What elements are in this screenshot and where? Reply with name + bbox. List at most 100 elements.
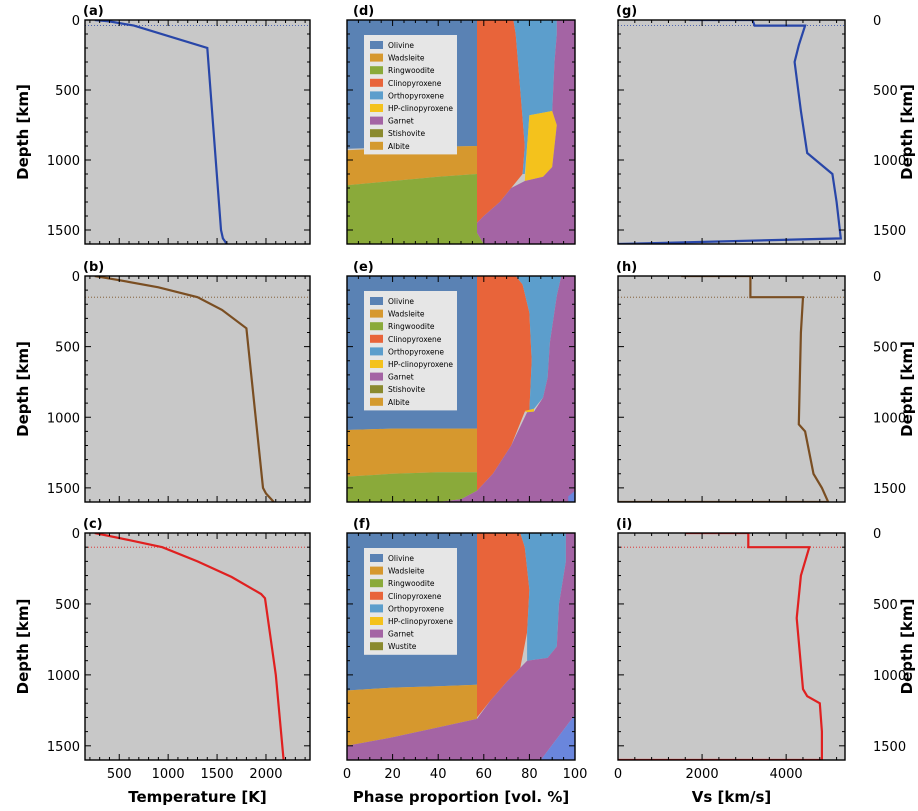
y-tick-label: 0 (72, 527, 80, 542)
y-axis-title-right: Depth [km] (898, 599, 916, 695)
panel-d: Olivine Wadsleite Ringwoodite Clinopyroxene… (346, 4, 576, 245)
panel-g: 0 500 1000 1500 (g) (616, 4, 906, 245)
panel-e: Olivine Wadsleite Ringwoodite Clinopyroxene… (346, 260, 576, 503)
y-axis-title-left: Depth [km] (14, 599, 32, 695)
phase-region-garnet (347, 533, 575, 760)
panel-letter: (c) (83, 517, 103, 532)
legend-label: HP-clinopyroxene (388, 360, 453, 369)
legend-label: HP-clinopyroxene (388, 104, 453, 113)
legend-label: Wustite (388, 642, 417, 651)
y-tick-label: 500 (55, 598, 80, 613)
y-tick-label: 1500 (47, 740, 80, 755)
legend-swatch (370, 116, 383, 125)
legend-swatch (370, 579, 383, 588)
x-axis-title-temperature: Temperature [K] (128, 788, 266, 806)
panel-letter: (b) (83, 260, 104, 275)
legend-label: Garnet (388, 630, 414, 639)
legend-label: Wadsleite (388, 567, 425, 576)
y-tick-label: 500 (873, 598, 898, 613)
x-tick-label: 20 (384, 767, 401, 782)
y-tick-label: 500 (55, 84, 80, 99)
y-tick-label: 1500 (873, 482, 906, 497)
x-tick-label: 0 (614, 767, 622, 782)
plot-border (617, 532, 846, 761)
panel-letter: (a) (83, 4, 104, 19)
y-tick-label: 1000 (47, 669, 80, 684)
y-tick-label: 1000 (873, 411, 906, 426)
legend-label: Clinopyroxene (388, 335, 442, 344)
legend-label: Olivine (388, 297, 414, 306)
plot-border (346, 532, 576, 761)
y-tick-label: 0 (873, 527, 881, 542)
legend-label: Olivine (388, 41, 414, 50)
y-axis-title-left: Depth [km] (14, 341, 32, 437)
legend-swatch (370, 617, 383, 625)
phase-region-wadsleite (347, 684, 477, 746)
y-tick-label: 0 (72, 270, 80, 285)
legend: Olivine Wadsleite Ringwoodite Clinopyroxene… (364, 548, 457, 655)
series-line (618, 20, 843, 244)
legend-swatch (370, 53, 383, 62)
y-tick-label: 1000 (873, 669, 906, 684)
legend-label: Wadsleite (388, 54, 425, 63)
legend-label: Ringwoodite (388, 322, 435, 331)
x-tick-label: 500 (107, 767, 132, 782)
legend-swatch (370, 322, 383, 331)
legend-label: Orthopyroxene (388, 604, 444, 613)
legend-swatch (370, 91, 383, 100)
series-line (94, 533, 285, 760)
series-line (94, 276, 275, 502)
panel-f: Olivine Wadsleite Ringwoodite Clinopyroxene… (343, 517, 588, 782)
legend-swatch (370, 372, 383, 381)
plot-area (618, 533, 845, 760)
panel-letter: (g) (616, 4, 637, 19)
plot-area (618, 20, 845, 244)
phase-region-orthopyroxene (515, 276, 562, 411)
y-tick-label: 1000 (873, 154, 906, 169)
panel-i: 0 500 1000 1500 0 2000 4000 (i) (614, 517, 906, 782)
plot-border (346, 275, 576, 503)
legend-box (364, 548, 457, 655)
phase-region-hp-clinopyroxene (524, 111, 557, 181)
legend-label: Garnet (388, 117, 414, 126)
legend-label: Stishovite (388, 129, 425, 138)
x-tick-label: 40 (430, 767, 447, 782)
y-tick-label: 1500 (47, 224, 80, 239)
legend-swatch (370, 141, 383, 150)
legend-label: Albite (388, 142, 410, 151)
legend-swatch (370, 385, 383, 394)
phase-region-wadsleite (347, 146, 477, 186)
y-tick-label: 0 (873, 270, 881, 285)
phase-region-clinopyroxene (477, 276, 532, 491)
phase-region-extra (540, 714, 575, 760)
legend-label: HP-clinopyroxene (388, 617, 453, 626)
y-axis-title-left: Depth [km] (14, 84, 32, 180)
panel-letter: (h) (616, 260, 637, 275)
phase-region-garnet (438, 276, 575, 502)
x-tick-label: 100 (563, 767, 588, 782)
plot-border (346, 19, 576, 245)
x-tick-label: 0 (343, 767, 351, 782)
legend-label: Clinopyroxene (388, 592, 442, 601)
legend-swatch (370, 629, 383, 638)
legend-swatch (370, 566, 383, 575)
y-tick-label: 1500 (873, 740, 906, 755)
legend-swatch (370, 78, 383, 87)
plot-border (617, 19, 846, 245)
panel-a: 0 500 1000 1500 (a) (47, 4, 311, 245)
legend-label: Wadsleite (388, 310, 425, 319)
legend-label: Albite (388, 398, 410, 407)
legend-swatch (370, 41, 383, 49)
phase-region-clinopyroxene (477, 20, 525, 223)
plot-area (85, 533, 310, 760)
plot-border (84, 275, 311, 503)
plot-area (85, 20, 310, 244)
x-axis-title-vs: Vs [km/s] (692, 788, 771, 806)
phase-region-ringwoodite (347, 174, 484, 244)
legend-label: Orthopyroxene (388, 91, 444, 100)
legend-label: Stishovite (388, 385, 425, 394)
legend-label: Orthopyroxene (388, 347, 444, 356)
phase-region-garnet (477, 20, 575, 244)
x-tick-label: 1000 (152, 767, 185, 782)
